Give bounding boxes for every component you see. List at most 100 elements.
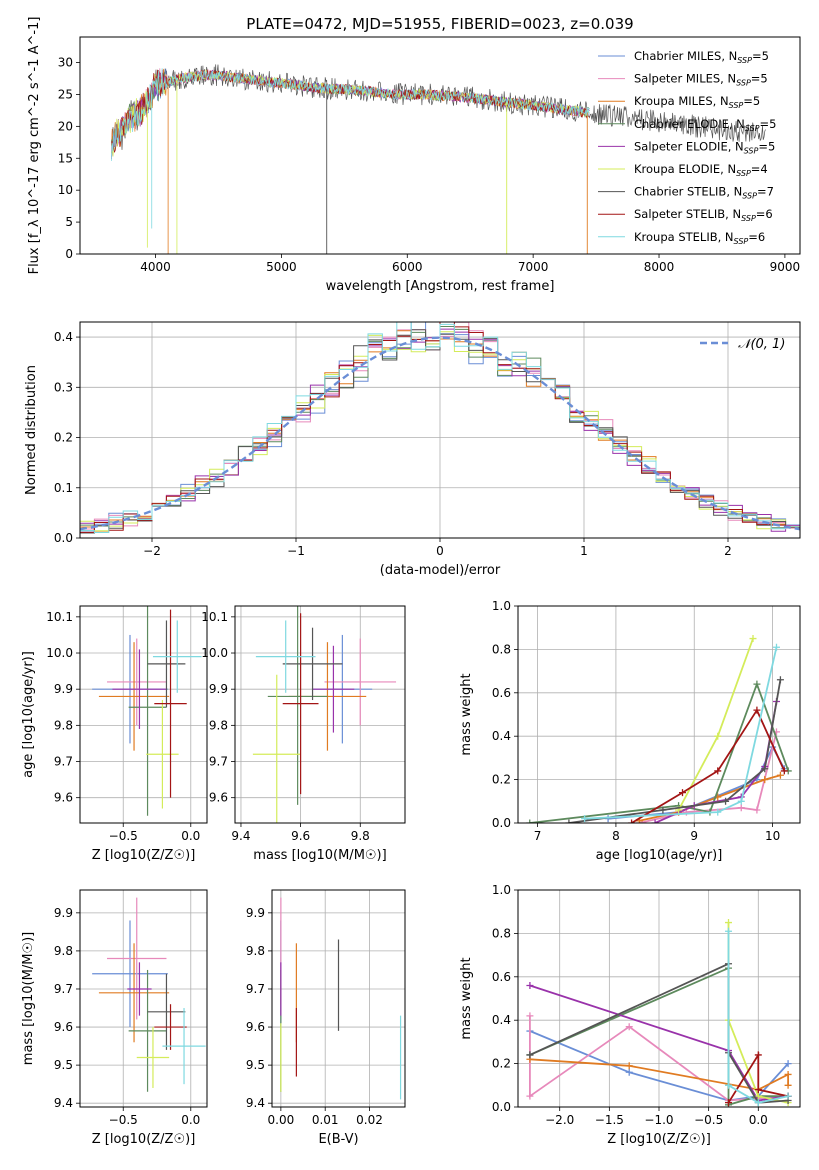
mass-weight-marker <box>565 819 573 823</box>
legend-count: =5 <box>758 139 775 153</box>
mass-weight-marker <box>679 789 686 797</box>
mass-weight-line <box>584 646 778 820</box>
y-tick-label: 10.0 <box>46 646 73 660</box>
axes-frame <box>271 889 406 1108</box>
axes-frame <box>517 605 801 824</box>
y-axis-label: age [log10(age/yr)] <box>21 651 36 778</box>
massweight_vs_Z-panel: −2.0 −1.5 −1.0 −0.5 0.0 0.0 0.2 0.4 0.6 0.8 1.0 Z [… <box>459 883 801 1147</box>
y-tick-label: 9.8 <box>54 944 73 958</box>
y-tick-label: 9.6 <box>246 1020 265 1034</box>
y-tick-label: 9.9 <box>54 682 73 696</box>
legend-text: Salpeter STELIB, N <box>634 207 741 221</box>
y-tick-label: 9.7 <box>246 982 265 996</box>
axes-frame <box>79 321 801 539</box>
x-tick-label: 2 <box>724 544 732 558</box>
mass-weight-marker <box>722 797 730 805</box>
axes-frame <box>79 36 801 255</box>
y-axis-label: mass weight <box>459 673 474 755</box>
y-tick-label: 25 <box>58 87 73 101</box>
mass-weight-marker <box>651 819 659 823</box>
y-tick-label: 9.4 <box>54 1096 73 1110</box>
mass_vs_ebv-marks <box>280 897 402 1100</box>
y-tick-label: 0.4 <box>492 1013 511 1027</box>
x-tick-label: −2.0 <box>545 1113 574 1127</box>
y-tick-label: 0.3 <box>54 380 73 394</box>
axes-frame <box>79 605 208 824</box>
mass-weight-marker <box>761 776 769 784</box>
y-tick-label: 1.0 <box>492 599 511 613</box>
mass-weight-marker <box>784 1070 792 1078</box>
x-axis-label: age [log10(age/yr)] <box>596 848 723 863</box>
x-tick-label: 9.4 <box>231 829 250 843</box>
legend-label: Salpeter MILES, NSSP=5 <box>634 72 768 88</box>
legend-label: Kroupa STELIB, NSSP=6 <box>634 230 765 246</box>
x-tick-label: 0.0 <box>749 1113 768 1127</box>
legend-subscript: SSP <box>741 214 756 223</box>
mass-weight-marker <box>753 680 761 688</box>
x-tick-label: 0.00 <box>268 1113 295 1127</box>
x-tick-label: −0.5 <box>109 829 138 843</box>
y-tick-label: 9.7 <box>54 982 73 996</box>
y-tick-label: 5 <box>65 215 73 229</box>
y-tick-label: 9.9 <box>246 906 265 920</box>
x-tick-label: 0.0 <box>181 829 200 843</box>
axes-frame <box>517 889 801 1108</box>
massweight_vs_Z-marks <box>526 919 792 1107</box>
y-tick-label: 0 <box>65 247 73 261</box>
y-tick-label: 9.9 <box>209 682 228 696</box>
y-tick-label: 0.8 <box>492 642 511 656</box>
spectrum-line <box>111 68 590 162</box>
legend-label: Chabrier ELODIE, NSSP=5 <box>634 117 776 133</box>
mass-weight-marker <box>714 808 722 816</box>
age_vs_mass-panel: 9.4 9.6 9.8 9.6 9.7 9.8 9.9 10.0 10.1 mass [log10… <box>201 605 406 863</box>
mass-weight-marker <box>725 1099 733 1107</box>
mass-weight-marker <box>773 643 780 651</box>
legend-label: Chabrier MILES, NSSP=5 <box>634 49 769 65</box>
residuals-marks <box>80 322 800 534</box>
normal-curve <box>80 336 800 531</box>
mass-weight-marker <box>526 819 534 823</box>
y-tick-label: 0.8 <box>492 926 511 940</box>
axes-frame <box>79 889 208 1108</box>
x-axis-label: wavelength [Angstrom, rest frame] <box>326 279 555 294</box>
x-tick-label: −1.0 <box>644 1113 673 1127</box>
y-tick-label: 10.1 <box>201 610 228 624</box>
mass-weight-marker <box>761 765 769 773</box>
y-tick-label: 0.1 <box>54 481 73 495</box>
x-tick-label: −2 <box>143 544 161 558</box>
mass-weight-marker <box>754 1086 762 1094</box>
mass_vs_Z-marks <box>92 897 206 1092</box>
mass-weight-marker <box>526 1012 534 1020</box>
x-tick-label: 1 <box>580 544 588 558</box>
y-tick-label: 9.7 <box>54 755 73 769</box>
mass-weight-line <box>727 931 789 1104</box>
mass-weight-marker <box>625 1023 633 1031</box>
x-tick-label: 5000 <box>266 260 297 274</box>
mass-weight-marker <box>737 804 745 812</box>
legend-text: Kroupa ELODIE, N <box>634 162 736 176</box>
x-tick-label: 7 <box>534 829 542 843</box>
x-tick-label: 0.0 <box>181 1113 200 1127</box>
mass-weight-line <box>568 679 782 823</box>
y-tick-label: 30 <box>58 56 73 70</box>
mass_vs_ebv-panel: 0.00 0.01 0.02 9.4 9.5 9.6 9.7 9.8 9.9 E(B-V) <box>246 889 406 1147</box>
y-tick-label: 0.0 <box>54 531 73 545</box>
mass-weight-marker <box>526 981 534 989</box>
legend-label: Chabrier STELIB, NSSP=7 <box>634 185 774 201</box>
x-tick-label: 10 <box>765 829 780 843</box>
residuals-panel: −2 −1 0 1 2 0.0 0.1 0.2 0.3 0.4 (data-model)/error… <box>24 321 801 578</box>
y-axis-label: Flux [f_λ 10^-17 erg cm^-2 s^-1 A^-1] <box>27 17 42 275</box>
x-axis-label: E(B-V) <box>318 1132 358 1147</box>
mass-weight-marker <box>784 1081 792 1089</box>
legend-count: =6 <box>756 207 773 221</box>
mass-weight-marker <box>526 1092 534 1100</box>
y-tick-label: 9.9 <box>54 906 73 920</box>
mass-weight-marker <box>776 676 784 684</box>
y-tick-label: 0.4 <box>54 330 73 344</box>
legend-count: =5 <box>751 72 768 86</box>
legend-label: Salpeter STELIB, NSSP=6 <box>634 207 773 223</box>
legend-count: =7 <box>757 185 774 199</box>
y-tick-label: 9.5 <box>54 1058 73 1072</box>
y-tick-label: 15 <box>58 151 73 165</box>
